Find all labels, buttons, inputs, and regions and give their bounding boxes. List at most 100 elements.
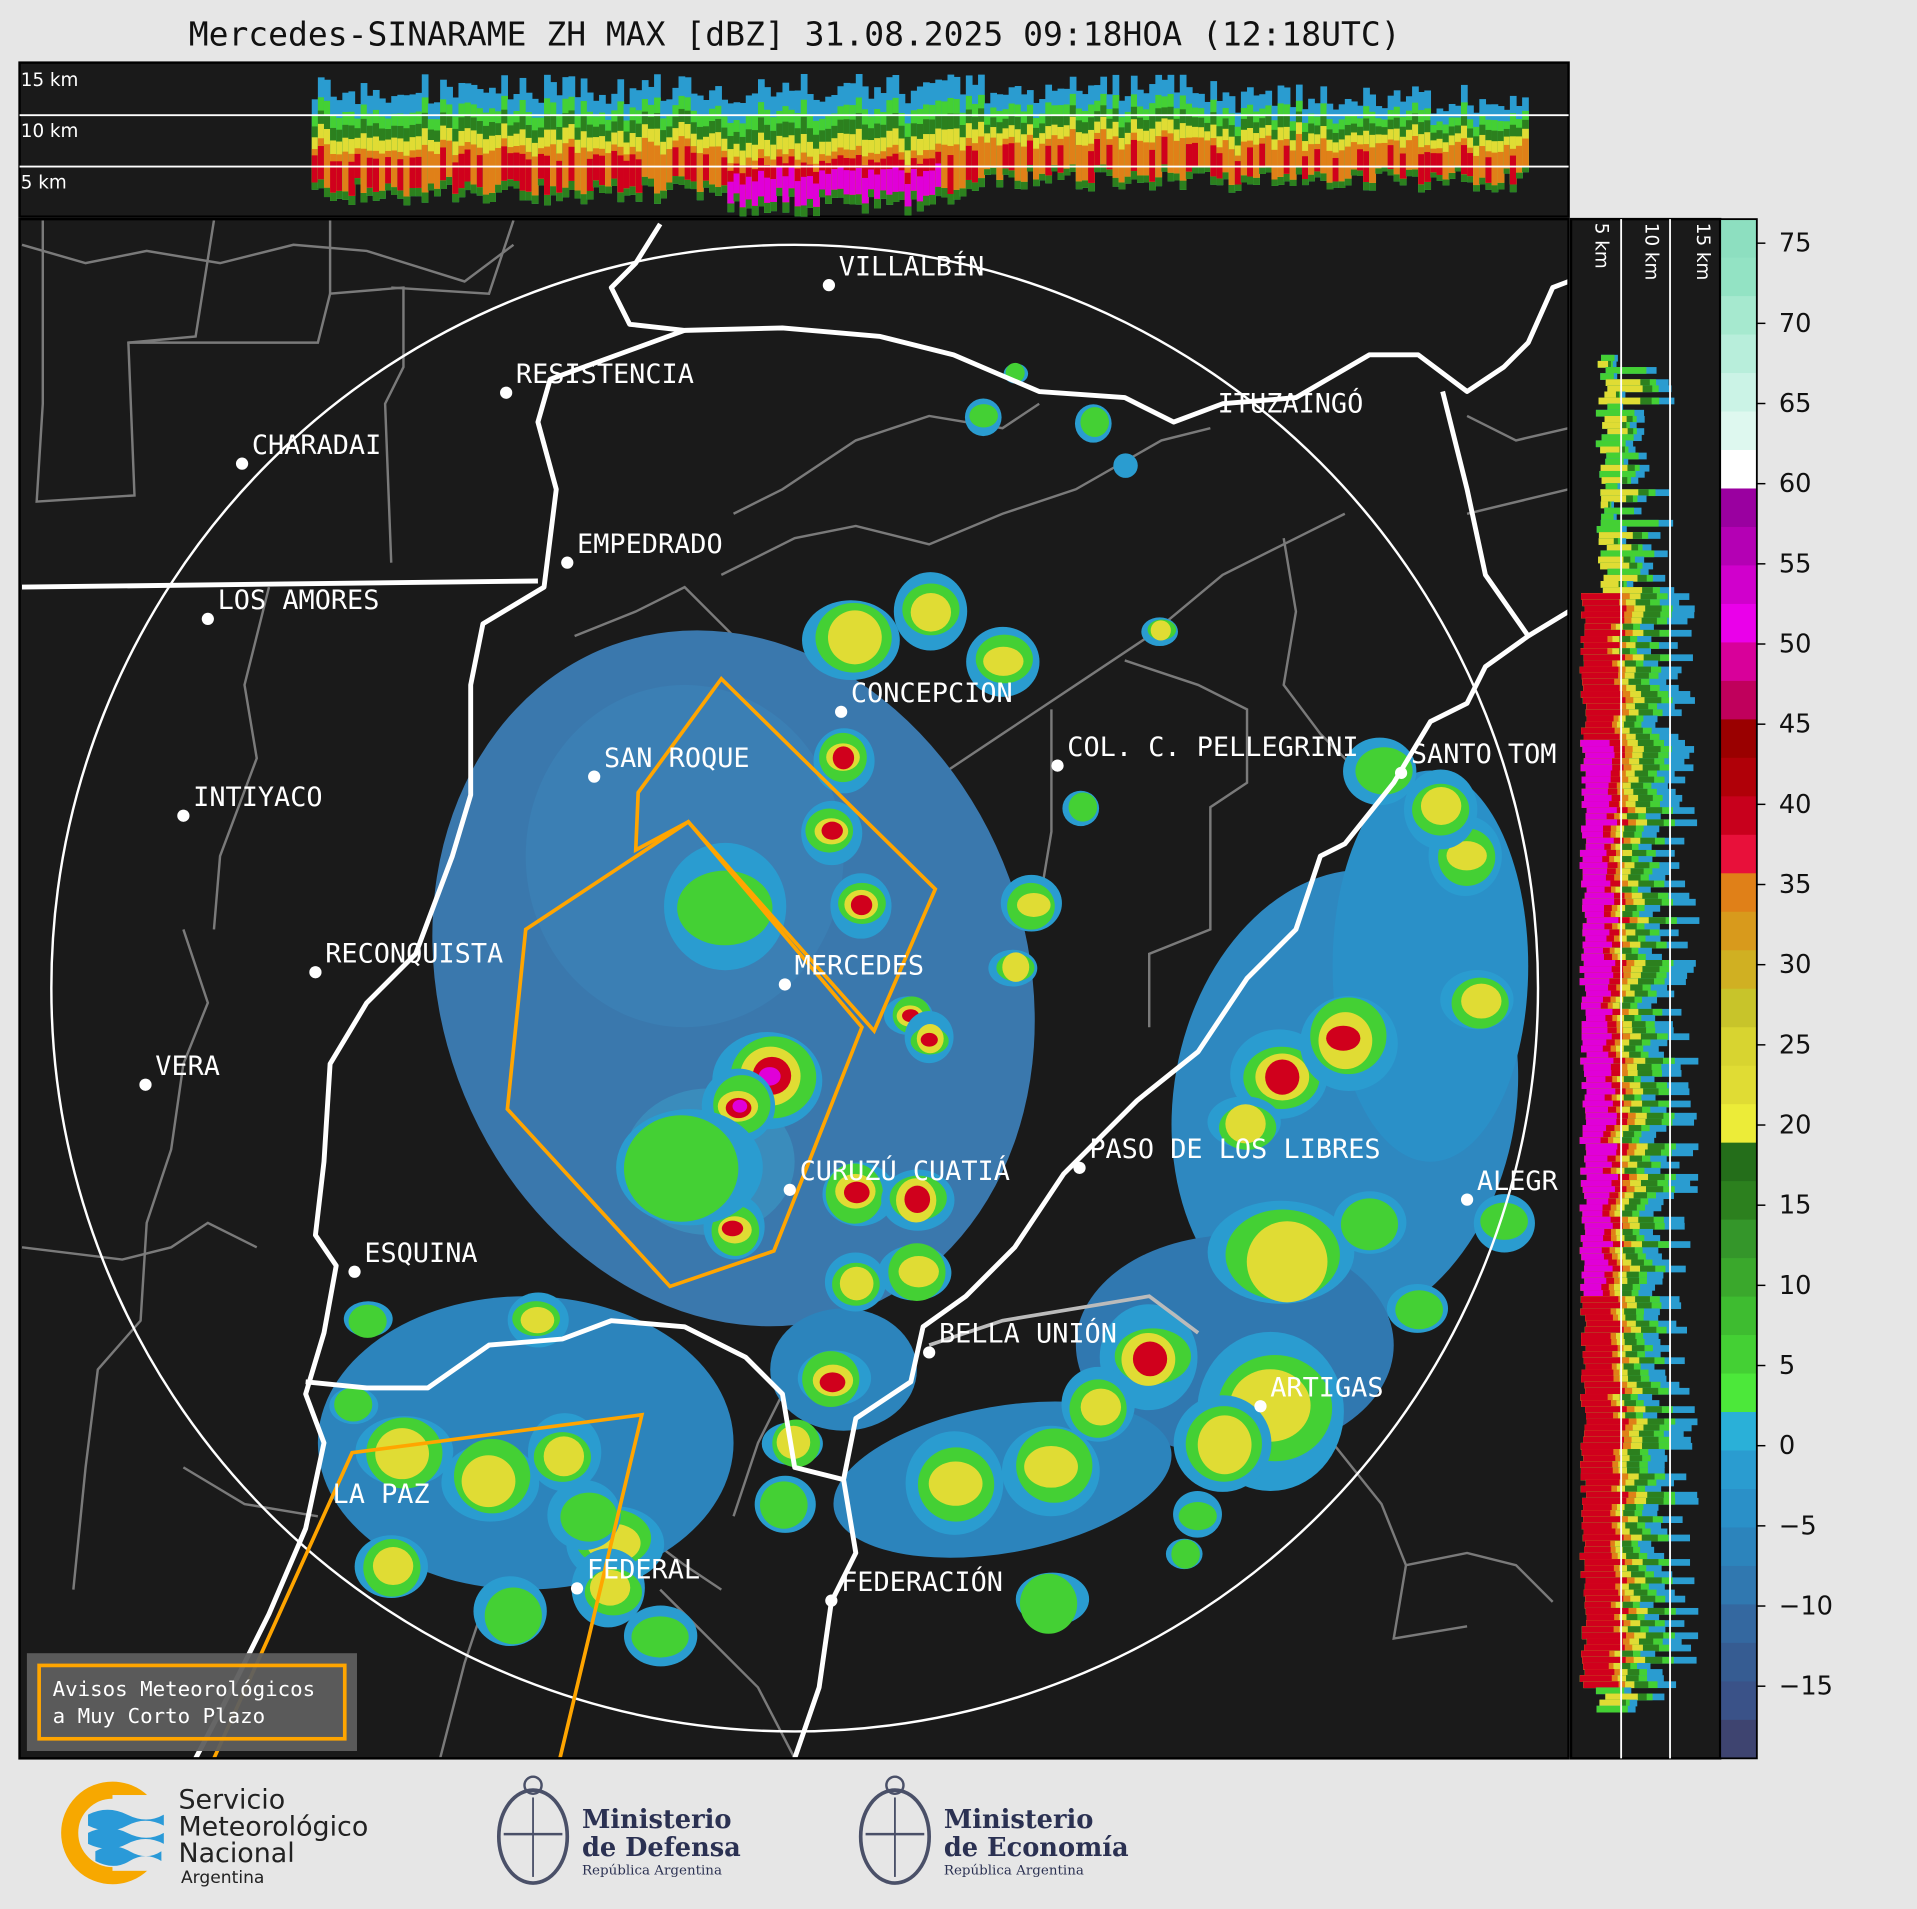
convective-echo (1171, 1539, 1200, 1569)
city-label: RESISTENCIA (516, 359, 694, 390)
top-profile-column (1412, 136, 1419, 170)
side-profile-row (1585, 984, 1609, 992)
top-profile-column (311, 155, 319, 183)
side-profile-row (1580, 764, 1613, 772)
side-profile-row (1586, 837, 1614, 845)
side-profile-row (1596, 525, 1621, 533)
convective-echo (1002, 952, 1030, 982)
top-profile-column (855, 168, 863, 195)
side-profile-row (1585, 1577, 1627, 1585)
top-profile-column (1357, 149, 1364, 171)
colorbar-band (1720, 488, 1757, 528)
top-profile-column (751, 181, 759, 206)
city-label: EMPEDRADO (577, 529, 723, 560)
side-profile-row (1581, 1369, 1614, 1377)
radar-map[interactable]: VILLALBÍN RESISTENCIA CHARADAI EMPEDRADO LOS… (18, 217, 1570, 1760)
city-label: FEDERACIÓN (841, 1566, 1003, 1598)
side-profile-row (1580, 1461, 1613, 1468)
side-profile-row (1582, 856, 1603, 863)
side-profile-row (1581, 672, 1619, 680)
top-profile-column (727, 181, 735, 204)
convective-echo (375, 1428, 430, 1480)
side-profile-row (1584, 1559, 1625, 1566)
side-label-15km: 15 km (1692, 223, 1713, 281)
top-profile-column (929, 170, 936, 195)
top-profile-column (1369, 147, 1377, 183)
convective-echo (1480, 1202, 1528, 1240)
side-profile-row (1585, 1595, 1624, 1603)
top-profile-column (1051, 135, 1059, 166)
colorbar-tick-label: 30 (1779, 950, 1812, 980)
side-profile-row (1582, 1186, 1615, 1193)
side-profile-row (1582, 904, 1605, 912)
side-profile-row (1582, 1241, 1613, 1248)
side-profile-row (1586, 1118, 1617, 1126)
colorbar-band (1720, 1142, 1757, 1182)
side-profile-row (1584, 1070, 1612, 1077)
side-profile-row (1601, 434, 1634, 442)
colorbar-band (1720, 988, 1757, 1028)
side-profile-row (1582, 599, 1620, 607)
convective-echo (1132, 1341, 1168, 1377)
side-profile-row (1581, 1632, 1627, 1640)
colorbar-band (1720, 1027, 1757, 1067)
top-profile-column (764, 177, 771, 203)
side-profile-row (1595, 1687, 1625, 1695)
warning-polygon[interactable] (212, 1412, 645, 1759)
colorbar-tick-label: 10 (1779, 1271, 1812, 1301)
side-profile-row (1585, 819, 1618, 827)
side-profile-row (1580, 1571, 1616, 1579)
top-profile-column (1308, 144, 1315, 175)
side-profile-row (1601, 495, 1627, 503)
top-profile-column (678, 136, 686, 177)
side-profile-row (1580, 636, 1608, 643)
top-profile-column (947, 155, 955, 194)
colorbar-band (1720, 219, 1757, 259)
colorbar-tick-label: 75 (1779, 229, 1812, 259)
top-profile-column (550, 144, 557, 187)
top-profile-column (1045, 145, 1053, 176)
side-profile-row (1580, 1467, 1613, 1475)
convective-echo (1113, 453, 1138, 478)
side-profile-row (1583, 1063, 1611, 1071)
side-profile-row (1579, 1675, 1612, 1682)
side-profile-row (1606, 452, 1639, 460)
side-profile-row (1581, 953, 1604, 961)
city-marker (1394, 766, 1408, 780)
side-profile-row (1585, 1106, 1608, 1114)
river-line (608, 222, 1569, 425)
convective-echo (843, 1181, 870, 1204)
admin-border-line (182, 1466, 319, 1518)
convective-echo (677, 870, 773, 946)
top-profile-column (868, 169, 875, 190)
top-cross-section-panel: 15 km 10 km 5 km (18, 61, 1570, 218)
convective-echo (1446, 841, 1487, 871)
top-profile-column (684, 146, 692, 180)
convective-echo (1225, 1104, 1266, 1144)
side-profile-row (1581, 1045, 1603, 1053)
convective-echo (776, 1425, 811, 1459)
top-profile-column (733, 173, 741, 194)
city-marker (139, 1078, 152, 1091)
city-label: CURUZÚ CUATIÁ (800, 1155, 1010, 1187)
colorbar-tick-label: 70 (1779, 309, 1812, 339)
top-profile-column (1008, 143, 1016, 171)
top-profile-column (556, 160, 563, 193)
side-profile-row (1583, 684, 1620, 692)
warning-polygon[interactable] (505, 819, 865, 1289)
convective-echo (1355, 747, 1413, 795)
side-profile-row (1580, 1057, 1614, 1065)
warning-polygons[interactable] (212, 676, 938, 1759)
city-label: ITUZAINGÓ (1218, 387, 1364, 419)
side-profile-row (1581, 825, 1604, 833)
top-profile-column (470, 144, 478, 185)
side-profile-row (1602, 422, 1622, 429)
convective-echo (560, 1492, 618, 1542)
top-profile-column (1265, 135, 1273, 166)
side-profile-row (1580, 593, 1623, 600)
top-profile-column (623, 160, 631, 189)
city-marker (825, 1594, 838, 1607)
colorbar-band (1720, 1450, 1757, 1490)
convective-echo (732, 1099, 748, 1113)
side-profile-row (1586, 1491, 1629, 1499)
